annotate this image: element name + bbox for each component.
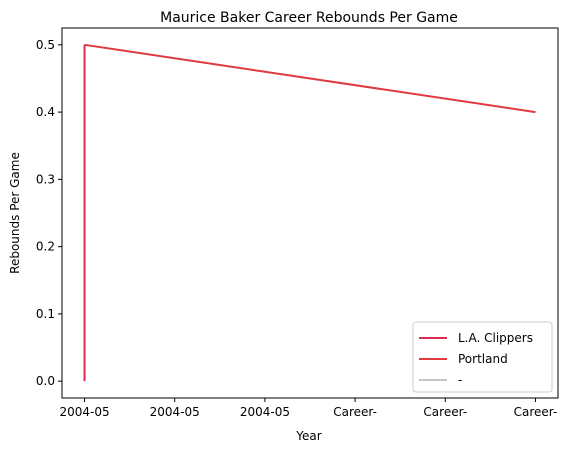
chart-title: Maurice Baker Career Rebounds Per Game (160, 10, 458, 26)
x-axis-label: Year (295, 429, 321, 443)
y-axis-label: Rebounds Per Game (8, 152, 22, 274)
x-tick-label: 2004-05 (59, 405, 109, 419)
x-tick-label: 2004-05 (150, 405, 200, 419)
y-tick-label: 0.5 (36, 38, 55, 52)
x-tick-label: Career- (423, 405, 467, 419)
y-tick-label: 0.4 (36, 105, 55, 119)
plot-frame (61, 27, 559, 399)
legend-label: Portland (458, 352, 508, 366)
x-axis: 2004-05 2004-05 2004-05 Career- Career- Caree… (59, 398, 557, 419)
x-tick-label: Career- (514, 405, 558, 419)
y-tick-label: 0.3 (36, 172, 55, 186)
y-axis: 0.0 0.1 0.2 0.3 0.4 0.5 (36, 38, 62, 388)
legend-label: - (458, 373, 462, 387)
x-tick-label: 2004-05 (240, 405, 290, 419)
y-tick-label: 0.2 (36, 240, 55, 254)
y-tick-label: 0.1 (36, 307, 55, 321)
x-tick-label: Career- (333, 405, 377, 419)
y-tick-label: 0.0 (36, 374, 55, 388)
plot-lines (83, 43, 536, 382)
legend-box (412, 321, 553, 393)
legend-label: L.A. Clippers (458, 331, 533, 345)
legend: L.A. Clippers Portland - (412, 321, 553, 393)
series-line-1 (84, 43, 536, 114)
